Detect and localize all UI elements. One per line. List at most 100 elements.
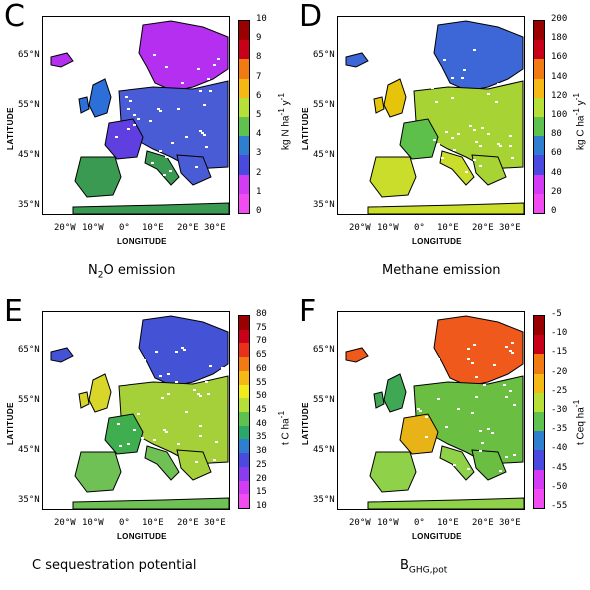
caption-main: N [88,263,98,278]
no-data-speck [499,470,502,472]
latitude-tick: 65°N [18,50,40,60]
map-canvas [345,315,524,509]
no-data-speck [153,54,156,56]
region-iberia [74,451,122,493]
region-iberia [369,451,417,493]
no-data-speck [203,134,206,136]
no-data-speck [193,389,196,391]
no-data-speck [481,127,484,129]
colorbar-tick: 30 [256,446,267,457]
no-data-speck [453,149,456,151]
no-data-speck [207,393,210,395]
no-data-speck [429,175,432,177]
no-data-speck [169,170,172,172]
no-data-speck [117,423,120,425]
no-data-speck [479,165,482,167]
colorbar-tick: 60 [551,148,562,159]
latitude-tick: 35°N [313,495,335,505]
colorbar-tick: 75 [256,322,267,333]
no-data-speck [197,68,200,70]
longitude-tick: 10°E [437,223,459,233]
colorbar-tick: 2 [256,167,262,178]
colorbar-tick: 4 [256,129,262,140]
caption-subscript: GHG,pot [408,565,448,576]
no-data-speck [125,96,128,98]
colorbar-segment [239,439,249,454]
colorbar-segment [239,466,249,482]
map-canvas [345,20,524,214]
unit-base: kg N ha [280,115,292,150]
no-data-speck [505,456,508,458]
unit-exponent: -1 [571,399,581,408]
colorbar-segment [534,193,544,214]
colorbar-tick: 65 [256,350,267,361]
unit-time: y [280,100,292,109]
no-data-speck [129,365,132,367]
no-data-speck [177,443,180,445]
no-data-speck [195,461,198,463]
region-iceland [345,52,369,68]
panel-caption: N2O emission [88,263,175,281]
no-data-speck [159,375,162,377]
colorbar-tick: 40 [551,167,562,178]
no-data-speck [473,129,476,131]
colorbar-segment [534,78,544,99]
latitude-tick: 35°N [18,495,40,505]
no-data-speck [185,136,188,138]
no-data-speck [479,450,482,452]
region-british-isles [88,78,112,118]
no-data-speck [503,384,506,386]
longitude-tick: 20°E [177,223,199,233]
colorbar-tick: 200 [551,14,568,24]
panel-n2o: C 65°N 55°N 45°N 35°N 20°W 10°W 0° 10°E 20°E 30°E L… [0,0,295,295]
no-data-speck [163,429,166,431]
panel-caption: C sequestration potential [32,558,197,576]
unit-base: kg C ha [575,115,587,150]
colorbar-tick: -25 [551,385,568,396]
colorbar-tick: 9 [256,33,262,44]
longitude-tick: 20°W [54,223,76,233]
no-data-speck [209,90,212,92]
colorbar-tick: -15 [551,347,568,358]
no-data-speck [451,77,454,79]
longitude-tick: 10°E [142,518,164,528]
colorbar-tick: 1 [256,186,262,197]
region-scandinavia [433,20,524,92]
no-data-speck [115,136,118,138]
no-data-speck [425,416,428,418]
colorbar-tick: 7 [256,71,262,82]
no-data-speck [479,430,482,432]
colorbar-segment [239,398,249,413]
no-data-speck [167,373,170,375]
no-data-speck [221,367,224,369]
colorbar-segment [534,488,544,509]
no-data-speck [165,66,168,68]
no-data-speck [425,436,428,438]
longitude-tick: 0° [119,223,130,233]
no-data-speck [185,411,188,413]
no-data-speck [499,145,502,147]
no-data-speck [151,162,154,164]
no-data-speck [131,467,134,469]
no-data-speck [451,137,454,139]
no-data-speck [505,396,508,398]
no-data-speck [443,59,446,61]
latitude-tick: 65°N [313,345,335,355]
region-british-isles [383,78,407,118]
no-data-speck [507,173,510,175]
latitude-tick: 35°N [313,200,335,210]
colorbar-tick: 55 [256,377,267,388]
no-data-speck [435,101,438,103]
no-data-speck [205,146,208,148]
no-data-speck [141,437,144,439]
caption-main: B [400,558,409,573]
region-north-africa [72,497,229,509]
longitude-tick: 10°E [142,223,164,233]
colorbar-tick: 15 [256,487,267,498]
longitude-tick: 10°W [82,518,104,528]
colorbar-segment [239,384,249,399]
no-data-speck [133,114,136,116]
no-data-speck [127,108,130,110]
caption-main: Methane emission [382,263,501,278]
colorbar-segment [239,97,249,118]
